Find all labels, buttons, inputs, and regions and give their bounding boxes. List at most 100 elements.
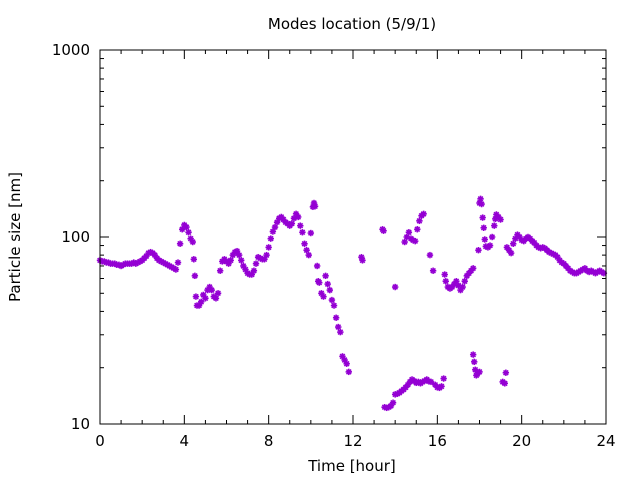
data-point <box>238 257 245 264</box>
data-point <box>235 251 243 259</box>
data-point <box>301 240 308 247</box>
y-tick-label: 1000 <box>52 41 90 59</box>
data-point <box>477 195 484 203</box>
data-point <box>297 222 304 229</box>
data-point <box>250 267 258 274</box>
data-point <box>324 280 331 288</box>
data-point <box>265 244 272 251</box>
data-point <box>339 353 346 360</box>
data-point <box>330 302 338 309</box>
x-tick-label: 20 <box>512 432 531 450</box>
data-point <box>469 351 477 358</box>
data-point <box>345 368 352 376</box>
x-tick-label: 16 <box>428 432 447 450</box>
data-point <box>227 257 234 264</box>
data-point <box>488 233 496 241</box>
data-point <box>189 238 196 246</box>
data-point <box>510 240 517 247</box>
data-point <box>337 328 344 336</box>
x-tick-label: 12 <box>343 432 362 450</box>
data-point <box>481 236 488 243</box>
data-point <box>441 271 448 278</box>
y-tick-label: 10 <box>71 415 90 433</box>
data-point <box>442 278 449 285</box>
data-point <box>216 267 224 274</box>
data-point <box>479 214 486 221</box>
data-point <box>267 235 274 242</box>
data-point <box>501 380 508 387</box>
data-point <box>208 286 215 294</box>
data-point <box>320 293 327 300</box>
data-point <box>191 272 199 280</box>
data-point <box>389 399 397 406</box>
data-point <box>198 298 205 306</box>
data-point <box>438 383 445 390</box>
x-tick-label: 8 <box>264 432 274 450</box>
data-point <box>391 283 399 291</box>
data-point <box>303 246 310 254</box>
data-point <box>471 358 478 366</box>
data-point <box>420 210 427 218</box>
x-tick-label: 24 <box>596 432 615 450</box>
data-point <box>202 295 209 302</box>
data-point <box>507 249 515 257</box>
data-point <box>185 229 192 236</box>
data-point <box>176 240 184 247</box>
data-point <box>429 267 437 274</box>
chart-title: Modes location (5/9/1) <box>268 15 436 33</box>
data-point <box>459 283 466 291</box>
data-point <box>480 224 487 231</box>
data-point <box>440 375 447 382</box>
tick-labels: 0 4 8 12 16 20 24 10 100 1000 <box>52 41 616 450</box>
data-point <box>461 278 468 285</box>
data-point <box>478 200 485 208</box>
data-point <box>190 256 198 263</box>
data-point <box>271 223 279 231</box>
data-point <box>288 220 296 227</box>
data-point <box>401 238 408 246</box>
data-point <box>183 223 190 231</box>
data-point <box>307 229 315 237</box>
data-point <box>426 251 434 259</box>
data-point <box>212 295 220 302</box>
data-point <box>214 290 222 297</box>
data-point <box>380 227 387 234</box>
data-point <box>469 265 477 272</box>
data-point <box>326 286 334 294</box>
x-axis-label: Time [hour] <box>307 457 396 475</box>
data-point <box>335 323 342 331</box>
plot-frame <box>99 49 607 425</box>
data-point <box>174 259 182 266</box>
data-point <box>322 272 329 280</box>
data-point <box>343 360 350 367</box>
data-point <box>491 222 498 229</box>
data-point <box>486 242 494 249</box>
y-tick-label: 100 <box>61 228 90 246</box>
data-point <box>414 226 421 233</box>
data-point <box>311 203 319 210</box>
data-point <box>299 229 306 236</box>
data-point <box>172 266 180 273</box>
data-point <box>192 293 200 300</box>
data-point <box>502 369 510 376</box>
data-point <box>475 246 482 254</box>
data-point <box>263 251 270 259</box>
x-tick-label: 4 <box>180 432 190 450</box>
data-point <box>405 229 413 236</box>
data-point <box>476 368 483 376</box>
data-points <box>96 195 608 412</box>
x-tick-label: 0 <box>95 432 105 450</box>
data-point <box>359 257 366 264</box>
data-point <box>497 216 504 223</box>
data-point <box>313 262 321 270</box>
data-point <box>305 251 312 259</box>
data-point <box>328 296 336 304</box>
data-point <box>294 213 302 221</box>
data-point <box>600 270 608 277</box>
data-point <box>252 260 260 267</box>
data-point <box>332 314 340 321</box>
data-point <box>416 217 423 225</box>
y-axis-label: Particle size [nm] <box>6 172 24 302</box>
data-point <box>316 279 323 286</box>
